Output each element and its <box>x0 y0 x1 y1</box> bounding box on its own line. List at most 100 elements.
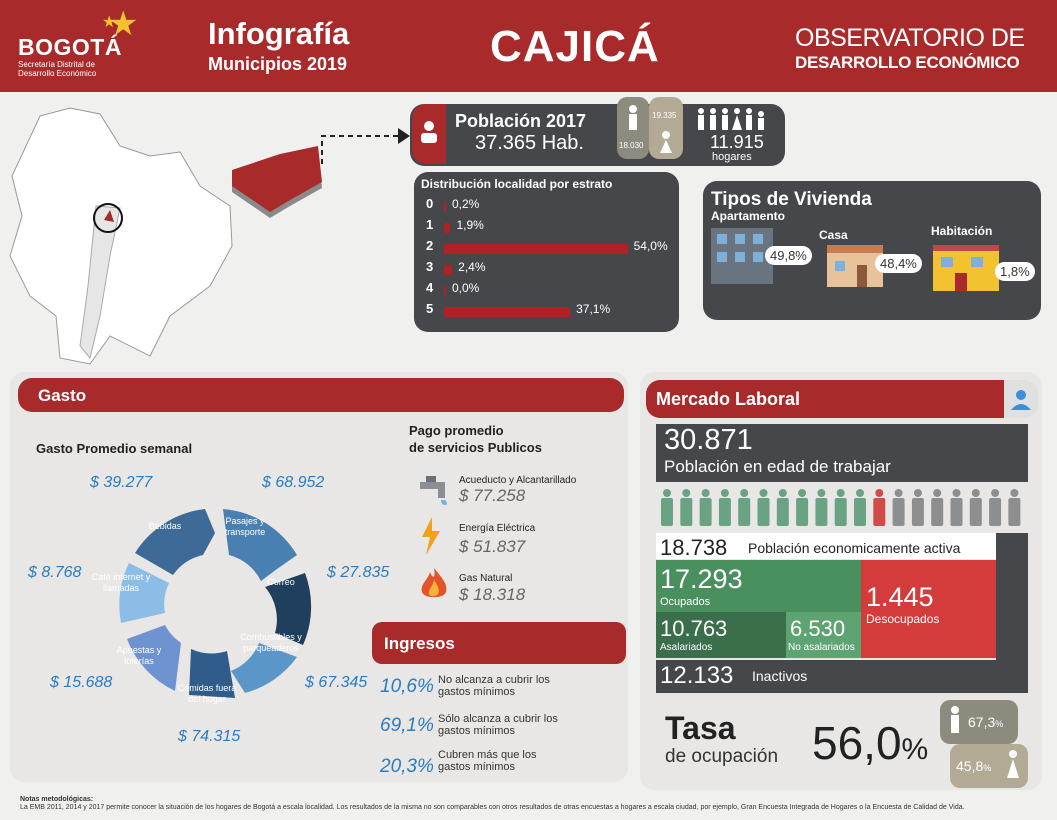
income-pct-1: 10,6% <box>380 676 434 697</box>
strata-value: 0,2% <box>452 197 480 211</box>
person-figure-icon <box>738 489 751 526</box>
person-figure-icon <box>661 489 673 526</box>
apartment-value: 49,8% <box>765 246 812 265</box>
income-text-2: Sólo alcanza a cubrir los gastos mínimos <box>438 713 558 737</box>
inactive-label: Inactivos <box>752 668 808 684</box>
person-figure-icon <box>757 489 770 526</box>
person-figure-icon <box>680 489 693 526</box>
income-pct-3: 20,3% <box>380 756 434 777</box>
strata-bar <box>444 244 628 254</box>
male-rate-number: 67,3 <box>968 714 996 730</box>
strata-title: Distribución localidad por estrato <box>421 177 613 191</box>
men-box: 18.030 <box>617 97 649 159</box>
strata-row: 0 0,2% <box>414 194 679 214</box>
employed-label: Ocupados <box>660 596 711 608</box>
expense-ring <box>119 509 312 698</box>
segment-comidas <box>189 649 235 698</box>
person-figure-icon <box>854 489 866 526</box>
apartment-icon <box>711 228 773 284</box>
male-rate-box: 67,3% <box>940 700 1018 744</box>
small-star-icon: ★ <box>102 14 117 31</box>
income-title: Ingresos <box>372 622 626 664</box>
service-label-electricity: Energía Eléctrica <box>459 523 536 534</box>
person-figure-icon <box>969 489 982 526</box>
location-highlight <box>93 203 123 233</box>
person-figure-icon <box>873 489 886 526</box>
population-value: 37.365 Hab. <box>475 132 584 154</box>
value-cafe: $ 8.768 <box>28 564 82 581</box>
person-figure-icon <box>950 489 963 526</box>
person-figure-icon <box>989 489 1002 526</box>
strata-value: 37,1% <box>576 302 611 316</box>
room-label: Habitación <box>931 224 993 238</box>
strata-bar <box>444 202 446 212</box>
active-pop-value: 18.738 <box>660 535 728 560</box>
population-icon-box <box>412 104 446 164</box>
star-icon: ★ <box>108 5 139 43</box>
services-title-1: Pago promedio <box>409 423 504 438</box>
strata-key: 3 <box>426 259 434 274</box>
expense-title: Gasto <box>18 378 624 412</box>
employed-value: 17.293 <box>660 564 743 594</box>
segment-combustibles <box>231 643 297 693</box>
housing-title: Tipos de Vivienda <box>711 189 872 210</box>
income-text-3: Cubren más que los gastos mínimos <box>438 749 537 773</box>
female-rate-number: 45,8 <box>956 758 984 774</box>
female-icon <box>1007 750 1019 778</box>
non-salaried-label: No asalariados <box>788 642 855 653</box>
observatory-line-2: DESARROLLO ECONÓMICO <box>795 53 1020 72</box>
person-figure-icon <box>1008 489 1021 526</box>
male-rate-sign: % <box>995 719 1004 729</box>
expense-section <box>10 372 628 782</box>
house-value: 48,4% <box>875 254 922 273</box>
person-figure-icon <box>718 489 731 526</box>
strata-key: 5 <box>426 301 434 316</box>
service-label-water: Acueducto y Alcantarillado <box>459 475 577 486</box>
segment-label-apuestas: Apuestas y loterías <box>116 645 162 666</box>
room-value: 1,8% <box>995 262 1035 281</box>
strata-row: 3 2,4% <box>414 257 679 277</box>
services-title-2: de servicios Publicos <box>409 440 542 455</box>
department-map <box>9 107 410 365</box>
strata-row: 2 54,0% <box>414 236 679 256</box>
working-age-box <box>656 424 1028 482</box>
rate-subtitle: de ocupación <box>665 746 779 767</box>
employed-box <box>656 560 861 612</box>
user-icon <box>1011 390 1031 410</box>
house-icon <box>827 245 883 287</box>
strata-bar <box>444 265 453 275</box>
city-name: CAJICÁ <box>490 22 660 71</box>
service-value-water: $ 77.258 <box>459 486 526 505</box>
men-count: 18.030 <box>619 141 644 150</box>
person-figure-icon <box>911 489 924 526</box>
strata-bar <box>444 223 451 233</box>
rate-percent-sign: % <box>901 733 929 766</box>
value-bebidas: $ 39.277 <box>90 474 153 491</box>
working-age-value: 30.871 <box>664 424 753 456</box>
people-row-icon <box>661 489 1021 526</box>
strata-row: 1 1,9% <box>414 215 679 235</box>
service-label-gas: Gas Natural <box>459 573 513 584</box>
housing-panel: Tipos de Vivienda Apartamento Casa Habit… <box>703 181 1041 320</box>
segment-bebidas <box>135 509 215 575</box>
labor-market-title: Mercado Laboral <box>646 380 1006 418</box>
female-rate: 45,8% <box>956 758 991 774</box>
value-pasajes: $ 68.952 <box>262 474 325 491</box>
weekly-expense-title: Gasto Promedio semanal <box>36 441 193 456</box>
strata-value: 0,0% <box>452 281 480 295</box>
flame-icon <box>421 568 447 598</box>
segment-pasajes <box>223 509 297 581</box>
inactive-box <box>656 660 1028 693</box>
strata-bar <box>444 307 571 317</box>
unemployed-label: Desocupados <box>866 612 940 626</box>
household-icon <box>698 108 764 130</box>
value-combustibles: $ 67.345 <box>305 674 368 691</box>
segment-cafe <box>119 563 169 623</box>
strata-value: 2,4% <box>458 260 486 274</box>
labor-market-icon-box <box>1004 380 1038 418</box>
salaried-box <box>656 612 786 658</box>
income-text-1: No alcanza a cubrir los gastos mínimos <box>438 674 550 698</box>
segment-label-comidas: Comidas fuera del hogar <box>177 683 237 704</box>
salaried-value: 10.763 <box>660 616 728 641</box>
person-figure-icon <box>931 489 944 526</box>
